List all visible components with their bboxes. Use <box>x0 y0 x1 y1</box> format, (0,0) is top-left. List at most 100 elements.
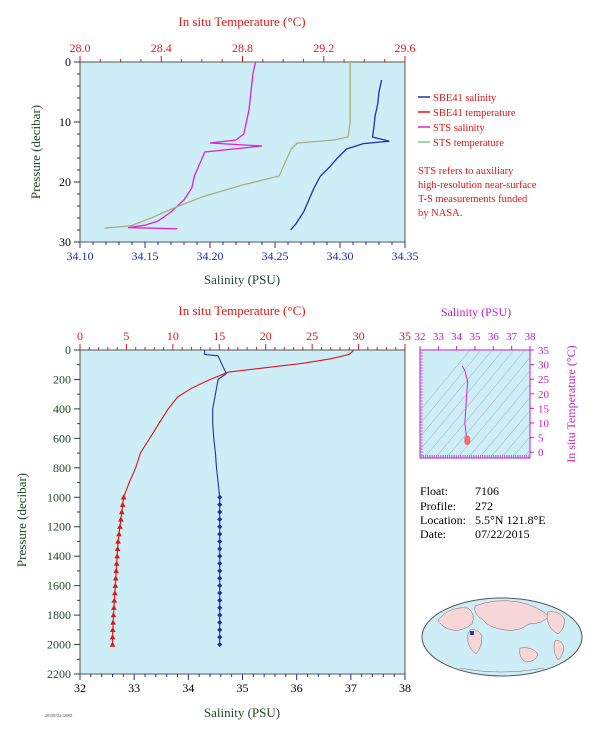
top-plot-temp-tick-label: 29.6 <box>395 41 416 55</box>
ts-density-contour <box>522 449 530 458</box>
bottom-series-sbe41-salinity-marker <box>217 612 223 618</box>
bottom-series-sbe41-temperature-marker <box>114 553 120 559</box>
bottom-plot-temp-tick-label: 35 <box>399 329 411 343</box>
bottom-series-sbe41-salinity-marker <box>217 546 223 552</box>
bottom-plot-left-axis-title: Pressure (decibar) <box>14 473 29 567</box>
top-plot-left-axis-title: Pressure (decibar) <box>28 105 43 199</box>
ts-density-contour <box>434 350 526 458</box>
note-line-2: high-resolution near-surface <box>418 180 537 191</box>
top-plot-bottom-axis-title: Salinity (PSU) <box>204 272 280 287</box>
bottom-plot: In situ Temperature (°C) Salinity (PSU) … <box>14 303 411 720</box>
top-series-sbe41-salinity <box>290 79 390 231</box>
top-plot-temp-tick-label: 28.0 <box>70 41 91 55</box>
bottom-plot-sal-tick-label: 38 <box>399 681 411 695</box>
float-location-marker <box>470 631 474 635</box>
bottom-plot-temp-tick-label: 5 <box>123 329 129 343</box>
bottom-plot-sal-tick-label: 37 <box>345 681 357 695</box>
ts-temp-tick-label: 30 <box>538 360 550 372</box>
ts-density-contour <box>420 350 493 438</box>
ts-sal-tick-label: 32 <box>415 331 426 343</box>
bottom-plot-pres-tick-label: 1800 <box>47 608 71 622</box>
bottom-series-sbe41-temperature-marker <box>109 626 116 633</box>
ts-sal-tick-label: 37 <box>506 331 518 343</box>
top-series-sts-salinity <box>128 61 263 230</box>
bottom-series-sbe41-temperature-marker <box>118 516 124 522</box>
bottom-plot-pres-tick-label: 2200 <box>47 667 71 681</box>
bottom-series-sbe41-salinity-marker <box>217 538 223 545</box>
top-plot-sal-tick-label: 34.25 <box>262 249 289 263</box>
bottom-series-sbe41-salinity-marker <box>217 583 223 589</box>
bottom-series-sbe41-temperature-marker <box>117 523 123 529</box>
bottom-series-sbe41-temperature-marker <box>119 501 126 507</box>
float-info: Float: 7106 Profile: 272 Location: 5.5°N… <box>420 484 546 541</box>
profile-label: Profile: <box>420 499 456 513</box>
location-label: Location: <box>420 513 466 527</box>
ts-temp-tick-label: 0 <box>538 447 544 459</box>
ts-density-contour <box>467 383 530 458</box>
ts-sal-tick-label: 34 <box>451 331 463 343</box>
ts-temp-tick-label: 15 <box>538 403 550 415</box>
bottom-series-sbe41-temperature-marker <box>118 509 125 515</box>
note-line-3: T-S measurements funded <box>418 194 528 205</box>
bottom-plot-pres-tick-label: 600 <box>53 431 71 445</box>
float-label: Float: <box>420 484 448 498</box>
location-globe-map <box>421 597 583 677</box>
bottom-series-sbe41-temperature <box>123 349 355 498</box>
bottom-plot-area <box>79 349 406 675</box>
bottom-plot-pres-tick-label: 200 <box>53 372 71 386</box>
bottom-plot-temp-tick-label: 25 <box>306 329 318 343</box>
location-value: 5.5°N 121.8°E <box>475 513 546 527</box>
bottom-plot-pres-tick-label: 1400 <box>47 549 71 563</box>
bottom-plot-temp-tick-label: 15 <box>213 329 225 343</box>
bottom-series-sbe41-salinity-marker <box>217 627 223 633</box>
bottom-plot-sal-tick-label: 33 <box>128 681 140 695</box>
bottom-series-sbe41-temperature-marker <box>113 560 120 566</box>
bottom-series-sbe41-salinity-marker <box>217 605 223 611</box>
bottom-plot-pres-tick-label: 0 <box>65 343 71 357</box>
bottom-series-sbe41-salinity-marker <box>217 597 223 603</box>
bottom-plot-temp-tick-label: 10 <box>167 329 179 343</box>
legend-label-sts-salinity: STS salinity <box>433 123 485 134</box>
top-plot-pres-tick-label: 10 <box>59 115 71 129</box>
bottom-series-sbe41-temperature-marker <box>116 531 122 537</box>
ts-density-contour <box>420 350 504 451</box>
bottom-plot-temp-tick-label: 20 <box>260 329 272 343</box>
top-plot-pres-tick-label: 0 <box>65 55 71 69</box>
bottom-series-sbe41-salinity-marker <box>217 509 223 515</box>
top-plot: In situ Temperature (°C) Salinity (PSU) … <box>28 14 537 287</box>
bottom-series-sbe41-temperature-marker <box>109 641 116 647</box>
bottom-series-sbe41-temperature-marker <box>109 634 116 640</box>
bottom-plot-temp-tick-label: 30 <box>353 329 365 343</box>
ts-sal-tick-label: 36 <box>488 331 500 343</box>
bottom-series-sbe41-temperature-marker <box>111 597 118 603</box>
ts-right-axis-title: In situ Temperature (°C) <box>564 345 578 462</box>
top-plot-temp-tick-label: 28.4 <box>151 41 172 55</box>
bottom-series-sbe41-temperature-marker <box>120 494 127 500</box>
bottom-series-sbe41-salinity-marker <box>217 502 223 508</box>
ts-density-contour <box>420 350 471 411</box>
bottom-series-sbe41-salinity-marker <box>217 641 223 648</box>
top-plot-pres-tick-label: 30 <box>59 235 71 249</box>
ts-temp-tick-label: 25 <box>538 374 550 386</box>
bottom-series-sbe41-salinity-marker <box>217 494 223 500</box>
bottom-series-sbe41-temperature-marker <box>113 567 120 574</box>
bottom-series-sbe41-salinity-marker <box>217 553 223 559</box>
bottom-series-sbe41-temperature-marker <box>112 590 118 596</box>
bottom-series-sbe41-temperature-marker <box>112 582 119 588</box>
bottom-series-sbe41-salinity <box>204 350 227 498</box>
ts-temp-tick-label: 35 <box>538 345 550 357</box>
bottom-plot-temp-tick-label: 0 <box>77 329 83 343</box>
top-plot-sal-tick-label: 34.30 <box>327 249 354 263</box>
bottom-plot-pres-tick-label: 1600 <box>47 579 71 593</box>
bottom-series-sbe41-temperature-marker <box>110 619 116 625</box>
ts-temp-tick-label: 20 <box>538 389 550 401</box>
legend-label-sbe41-temperature: SBE41 temperature <box>433 108 516 119</box>
ts-density-contour <box>500 423 530 458</box>
top-plot-sal-tick-label: 34.15 <box>132 249 159 263</box>
legend-label-sts-temperature: STS temperature <box>433 138 504 149</box>
bottom-series-sbe41-temperature-marker <box>114 545 121 552</box>
bottom-plot-pres-tick-label: 1000 <box>47 490 71 504</box>
ts-density-contour <box>445 356 530 458</box>
bottom-plot-sal-tick-label: 32 <box>74 681 86 695</box>
